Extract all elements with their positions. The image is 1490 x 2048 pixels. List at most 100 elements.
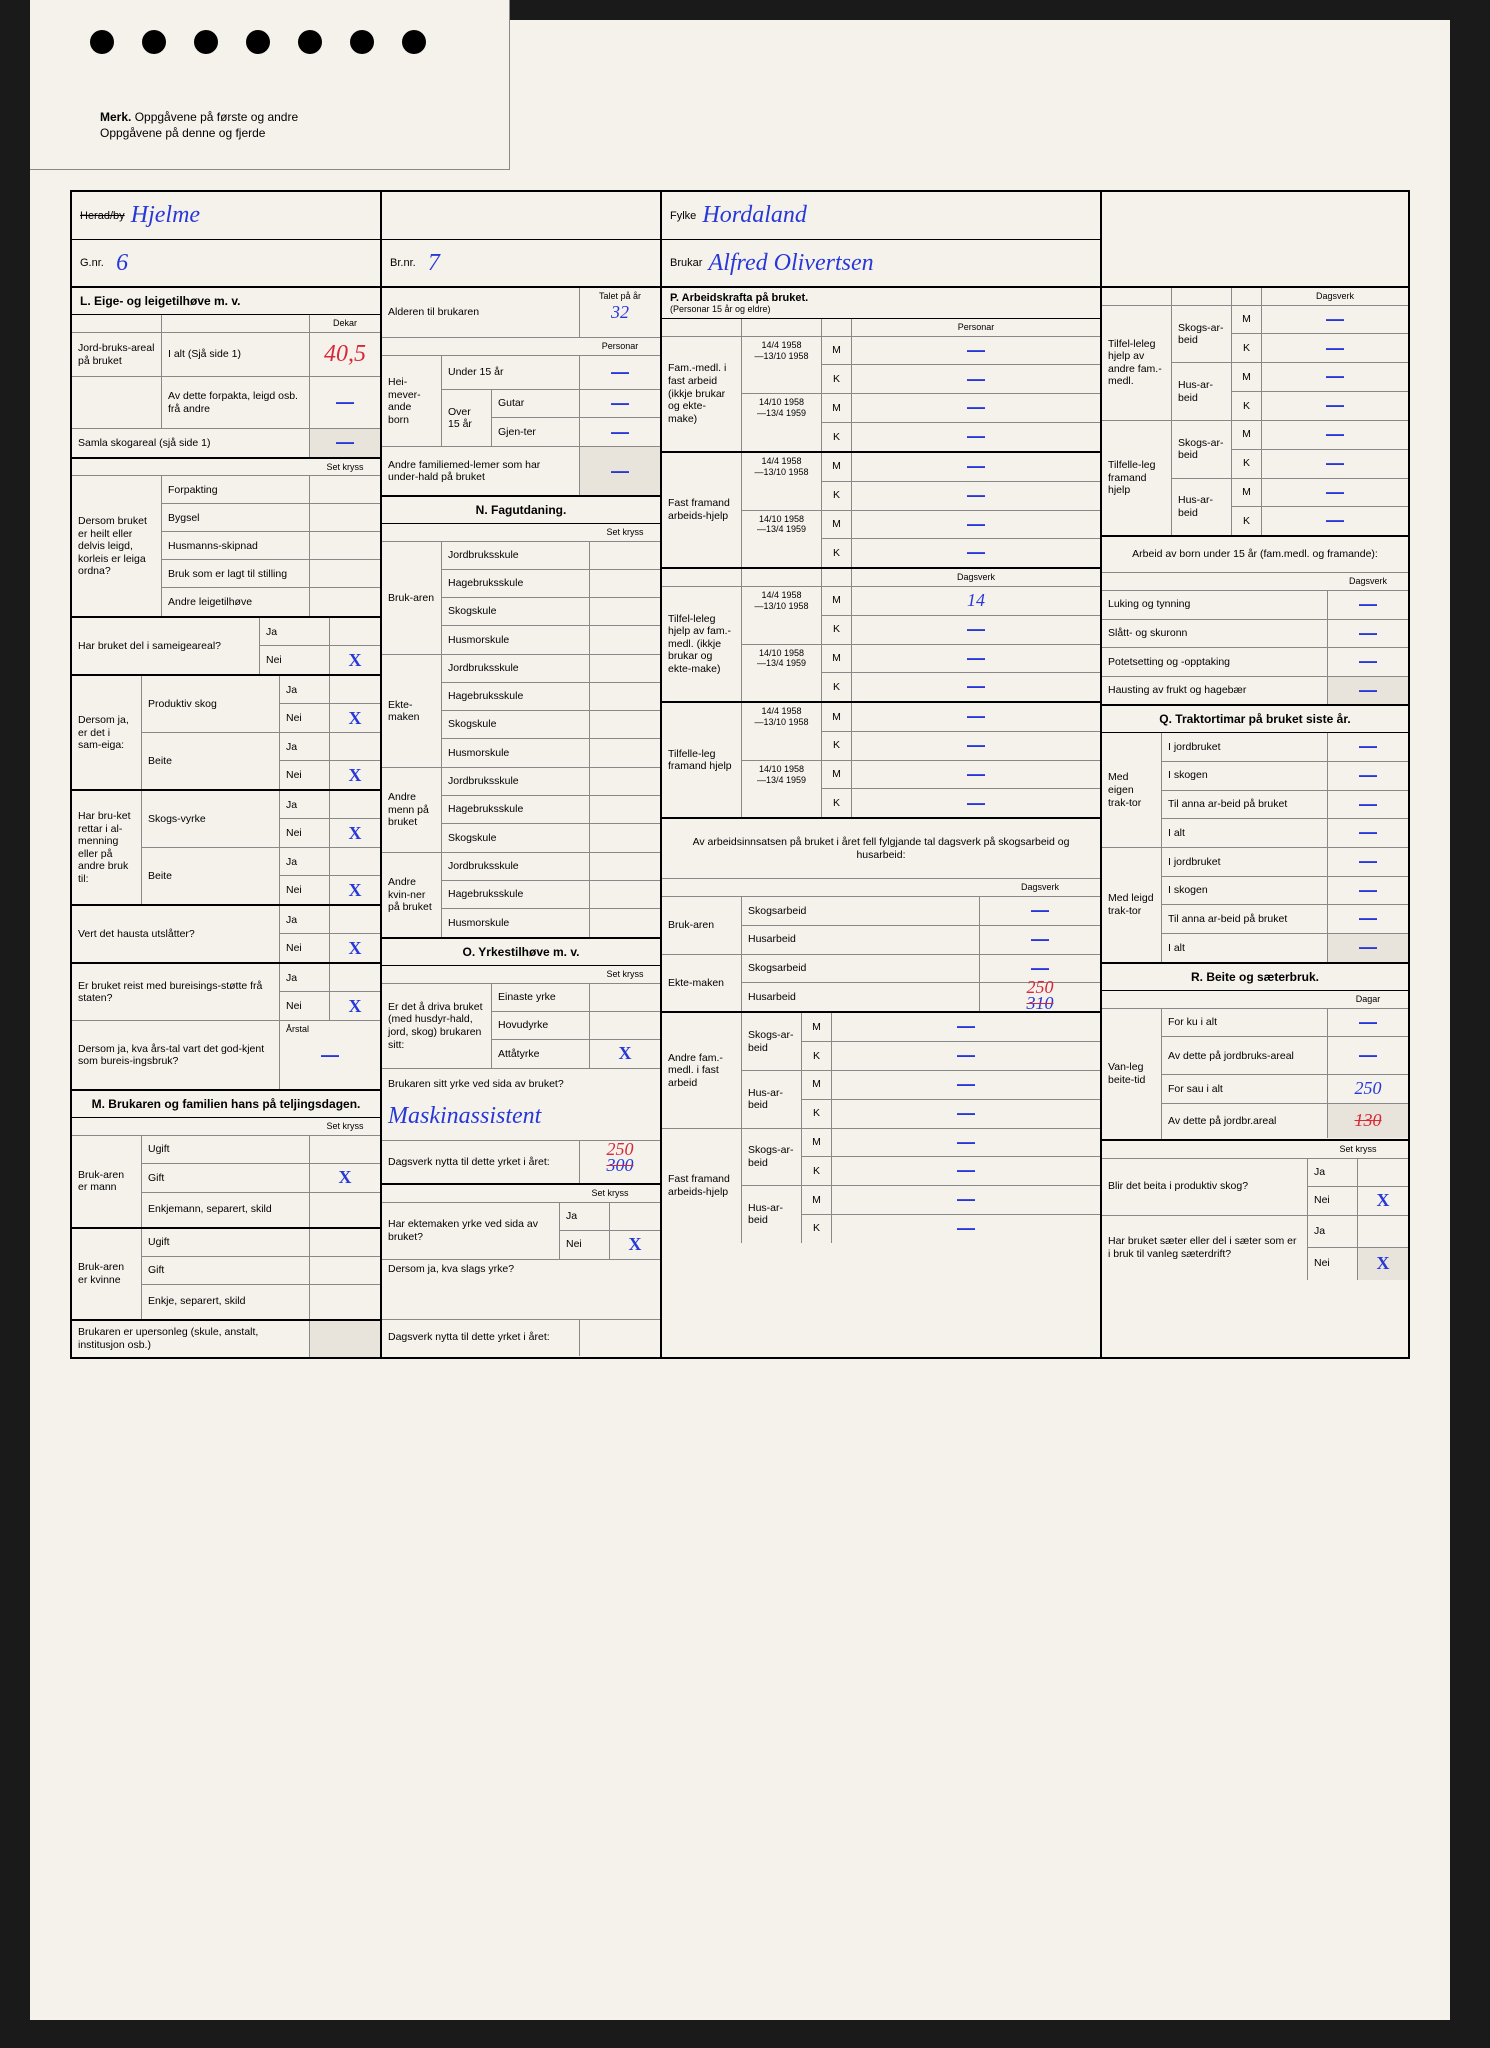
for-sau-value: 250 [1355, 1078, 1382, 1100]
beite-label: Beite [142, 733, 280, 789]
potet-label: Potetsetting og -opptaking [1102, 648, 1328, 676]
brukaren-yrke-label: Brukaren sitt yrke ved sida av bruket? [382, 1069, 660, 1099]
tilfelle-fam-label: Tilfel-leleg hjelp av fam.-medl. (ikkje … [662, 587, 742, 701]
punch-holes [90, 30, 426, 54]
saeter-nei-x: X [1377, 1253, 1390, 1275]
husarbeid2: Husarbeid [742, 983, 980, 1011]
d1b: —13/10 1958 [754, 351, 808, 362]
hovud-label: Hovudyrke [492, 1012, 590, 1039]
qr-dagsverk2: Dagsverk [1328, 573, 1408, 590]
fylke-label: Fylke [670, 210, 696, 222]
p-ektemaken-label: Ekte-maken [662, 955, 742, 1012]
nei2: Nei [280, 704, 330, 732]
skogs-ar2: Skogs-ar-beid [742, 1129, 802, 1186]
nei7: Nei [280, 992, 330, 1020]
husmanns-label: Husmanns-skipnad [162, 532, 310, 559]
section-O-title: O. Yrkestilhøve m. v. [382, 939, 660, 966]
i-jord1: I jordbruket [1162, 733, 1328, 761]
herad-value: Hjelme [131, 202, 200, 229]
attat-x: X [619, 1043, 632, 1065]
dersom-label: Dersom bruket er heilt eller delvis leig… [72, 476, 162, 616]
dagar-label: Dagar [1328, 991, 1408, 1008]
rettar-label: Har bru-ket rettar i al-menning eller på… [72, 791, 142, 904]
for-ku-label: For ku i alt [1162, 1009, 1328, 1037]
o-setkryss2: Set kryss [560, 1185, 660, 1202]
bygsel-label: Bygsel [162, 504, 310, 531]
brnr-label: Br.nr. [390, 257, 416, 269]
gift-label: Gift [142, 1164, 310, 1192]
qr-dagsverk: Dagsverk [1262, 288, 1408, 305]
tilfelle-andre-label: Tilfel-leleg hjelp av andre fam.-medl. [1102, 306, 1172, 420]
setkryss-label: Set kryss [310, 459, 380, 476]
i-jord2: I jordbruket [1162, 848, 1328, 876]
einaste-label: Einaste yrke [492, 984, 590, 1011]
pm1: M [822, 337, 852, 365]
ugift2-label: Ugift [142, 1229, 310, 1256]
husmor1: Husmorskule [442, 626, 590, 654]
ja5: Ja [280, 848, 330, 875]
aarstal-label: Årstal [286, 1024, 309, 1035]
r-nei1: Nei [1308, 1187, 1358, 1215]
p-dagsverk-label: Dagsverk [852, 569, 1100, 586]
dagsverk-nytta-label: Dagsverk nytta til dette yrket i året: [382, 1141, 580, 1183]
r-setkryss: Set kryss [1308, 1141, 1408, 1158]
med-leigd-label: Med leigd trak-tor [1102, 848, 1162, 962]
erdet-label: Er det å driva bruket (med husdyr-hald, … [382, 984, 492, 1068]
hagebruks3: Hagebruksskule [442, 796, 590, 823]
attat-label: Attåtyrke [492, 1040, 590, 1068]
skogskule2: Skogskule [442, 711, 590, 738]
n-andre-menn-label: Andre menn på bruket [382, 768, 442, 852]
vert-hausta-label: Vert det hausta utslåtter? [72, 906, 280, 962]
ja6: Ja [280, 906, 330, 933]
vanleg-label: Van-leg beite-tid [1102, 1009, 1162, 1139]
samla-label: Samla skogareal (sjå side 1) [72, 429, 310, 457]
ja7: Ja [280, 964, 330, 991]
hagebruks4: Hagebruksskule [442, 881, 590, 908]
column-3: Fylke Hordaland Brukar Alfred Olivertsen… [662, 192, 1102, 1357]
gift-x: X [339, 1167, 352, 1189]
personar-label: Personar [580, 338, 660, 355]
p-brukaren-label: Bruk-aren [662, 897, 742, 954]
n-andre-kvinner-label: Andre kvin-ner på bruket [382, 853, 442, 937]
andre-fam-val: — [611, 461, 629, 483]
section-L-title: L. Eige- og leigetilhøve m. v. [72, 288, 380, 315]
enkjemann-label: Enkjemann, separert, skild [142, 1193, 310, 1227]
herad-label: Herad/by [80, 210, 125, 222]
husarbeid1: Husarbeid [742, 926, 980, 954]
ja2: Ja [280, 676, 330, 703]
bruksom-label: Bruk som er lagt til stilling [162, 560, 310, 587]
yrke-value: Maskinassistent [388, 1102, 541, 1131]
tab-overlay: Merk. Oppgåvene på første og andre Oppgå… [30, 0, 510, 170]
n-brukaren-label: Bruk-aren [382, 542, 442, 654]
husmor2: Husmorskule [442, 739, 590, 767]
n-setkryss: Set kryss [590, 524, 660, 541]
column-2: Br.nr. 7 Alderen til brukaren Talet på å… [382, 192, 662, 1357]
brukar-label: Brukar [670, 257, 702, 269]
andre-fam-fast-label: Andre fam.-medl. i fast arbeid [662, 1013, 742, 1127]
r-nei2: Nei [1308, 1248, 1358, 1280]
gjenter-label: Gjen-ter [492, 418, 580, 446]
beita-nei-x: X [1377, 1190, 1390, 1212]
med-eigen-label: Med eigen trak-tor [1102, 733, 1162, 847]
section-P-title: P. Arbeidskrafta på bruket. [670, 292, 1092, 304]
i-alt1: I alt [1162, 819, 1328, 847]
hus-ar2: Hus-ar-beid [742, 1186, 802, 1243]
nei5: Nei [280, 876, 330, 904]
qr-hus1: Hus-ar-beid [1172, 363, 1232, 420]
ialt-label: I alt (Sjå side 1) [162, 333, 310, 376]
qr-hus2: Hus-ar-beid [1172, 479, 1232, 536]
ialt-value: 40,5 [324, 340, 366, 369]
andre-leige-label: Andre leigetilhøve [162, 588, 310, 616]
nei3: Nei [280, 761, 330, 789]
andre-fam-label: Andre familiemed-lemer som har under-hal… [382, 447, 580, 495]
dagsverk-value: 250 [607, 1139, 634, 1161]
gutar-label: Gutar [492, 390, 580, 418]
gjenter-val: — [611, 422, 629, 444]
pk1: K [822, 365, 852, 393]
gutar-val: — [611, 393, 629, 415]
har-saeter-label: Har bruket sæter eller del i sæter som e… [1102, 1216, 1308, 1280]
fam-medl-label: Fam.-medl. i fast arbeid (ikkje brukar o… [662, 337, 742, 451]
m-setkryss: Set kryss [310, 1118, 380, 1135]
alderen-label: Alderen til brukaren [382, 288, 580, 337]
pk2: K [822, 423, 852, 451]
